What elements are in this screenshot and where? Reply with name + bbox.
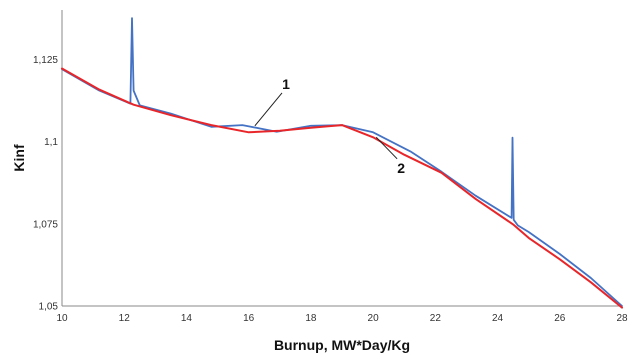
y-tick-label: 1,05	[39, 302, 59, 313]
y-tick-label: 1,1	[44, 137, 58, 148]
y-tick-labels: 1,05 1,075 1,1 1,125	[33, 55, 58, 313]
x-tick-label: 14	[181, 313, 193, 324]
x-axis-title: Burnup, MW*Day/Kg	[274, 337, 410, 353]
annotation-layer: 12	[254, 76, 405, 176]
curve-label-2: 2	[397, 160, 405, 176]
curve-label-leader-2	[375, 136, 398, 160]
y-tick-label: 1,075	[33, 219, 58, 230]
x-tick-label: 22	[430, 313, 442, 324]
x-tick-label: 24	[492, 313, 504, 324]
x-tick-label: 10	[56, 313, 68, 324]
y-tick-label: 1,125	[33, 55, 58, 66]
x-tick-labels: 10 12 14 16 18 20 22 24 26 28	[56, 313, 628, 324]
x-tick-label: 18	[305, 313, 317, 324]
y-axis-title: Kinf	[11, 144, 27, 172]
x-tick-label: 16	[243, 313, 255, 324]
axes-group	[61, 10, 622, 307]
series-layer	[61, 17, 623, 309]
x-tick-label: 26	[554, 313, 566, 324]
series-line-1	[61, 17, 623, 307]
series-line-2	[61, 67, 623, 309]
curve-label-leader-1	[254, 92, 283, 127]
x-tick-label: 28	[616, 313, 628, 324]
x-tick-label: 12	[119, 313, 131, 324]
x-tick-label: 20	[368, 313, 380, 324]
curve-label-1: 1	[282, 76, 290, 92]
